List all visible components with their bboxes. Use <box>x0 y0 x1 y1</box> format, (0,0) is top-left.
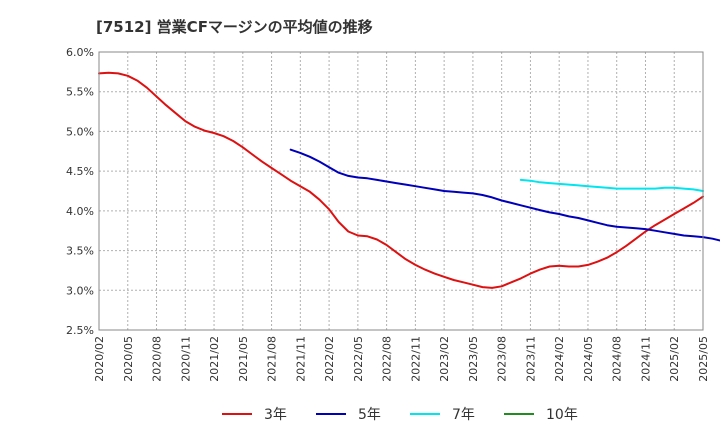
y-tick-label: 6.0% <box>66 46 94 59</box>
y-tick-label: 4.5% <box>66 165 94 178</box>
legend-label: 5年 <box>358 407 381 423</box>
y-tick-label: 5.0% <box>66 125 94 138</box>
x-tick-label: 2022/11 <box>409 336 422 382</box>
x-tick-label: 2020/02 <box>93 336 106 382</box>
x-tick-label: 2023/11 <box>524 336 537 382</box>
x-tick-label: 2022/05 <box>352 336 365 382</box>
x-tick-label: 2021/02 <box>208 336 221 382</box>
x-tick-label: 2023/08 <box>496 336 509 382</box>
y-tick-label: 5.5% <box>66 86 94 99</box>
x-tick-label: 2020/11 <box>179 336 192 382</box>
x-tick-label: 2022/08 <box>381 336 394 382</box>
plot-frame <box>98 51 704 331</box>
x-tick-label: 2025/05 <box>697 336 710 382</box>
chart-title: [7512] 営業CFマージンの平均値の推移 <box>96 18 373 36</box>
x-tick-label: 2023/05 <box>467 336 480 382</box>
x-axis-ticks: 2020/02 2020/05 2020/08 2020/11 2021/02 2021/… <box>93 336 710 382</box>
y-tick-label: 2.5% <box>66 324 94 337</box>
x-tick-label: 2024/11 <box>639 336 652 382</box>
y-tick-label: 3.5% <box>66 245 94 258</box>
x-tick-label: 2023/02 <box>438 336 451 382</box>
y-tick-label: 3.0% <box>66 284 94 297</box>
x-tick-label: 2022/02 <box>323 336 336 382</box>
x-tick-label: 2021/05 <box>237 336 250 382</box>
x-tick-label: 2020/08 <box>151 336 164 382</box>
series-line-2 <box>289 148 720 242</box>
x-tick-label: 2021/11 <box>294 336 307 382</box>
y-axis-ticks: 2.5% 3.0% 3.5% 4.0% 4.5% 5.0% 5.5% 6.0% <box>66 46 94 337</box>
legend-label: 10年 <box>546 407 578 423</box>
y-tick-label: 4.0% <box>66 205 94 218</box>
legend: 3年 5年 7年 10年 <box>222 407 578 423</box>
x-tick-label: 2025/02 <box>668 336 681 382</box>
series-line-3 <box>519 178 704 192</box>
x-tick-label: 2024/02 <box>553 336 566 382</box>
grid-lines <box>98 51 704 331</box>
x-tick-label: 2024/08 <box>611 336 624 382</box>
x-tick-label: 2021/08 <box>266 336 279 382</box>
x-tick-label: 2020/05 <box>122 336 135 382</box>
series-lines <box>98 71 720 289</box>
x-tick-label: 2024/05 <box>582 336 595 382</box>
legend-label: 7年 <box>452 407 475 423</box>
series-line-1 <box>98 71 704 289</box>
legend-label: 3年 <box>264 407 287 423</box>
